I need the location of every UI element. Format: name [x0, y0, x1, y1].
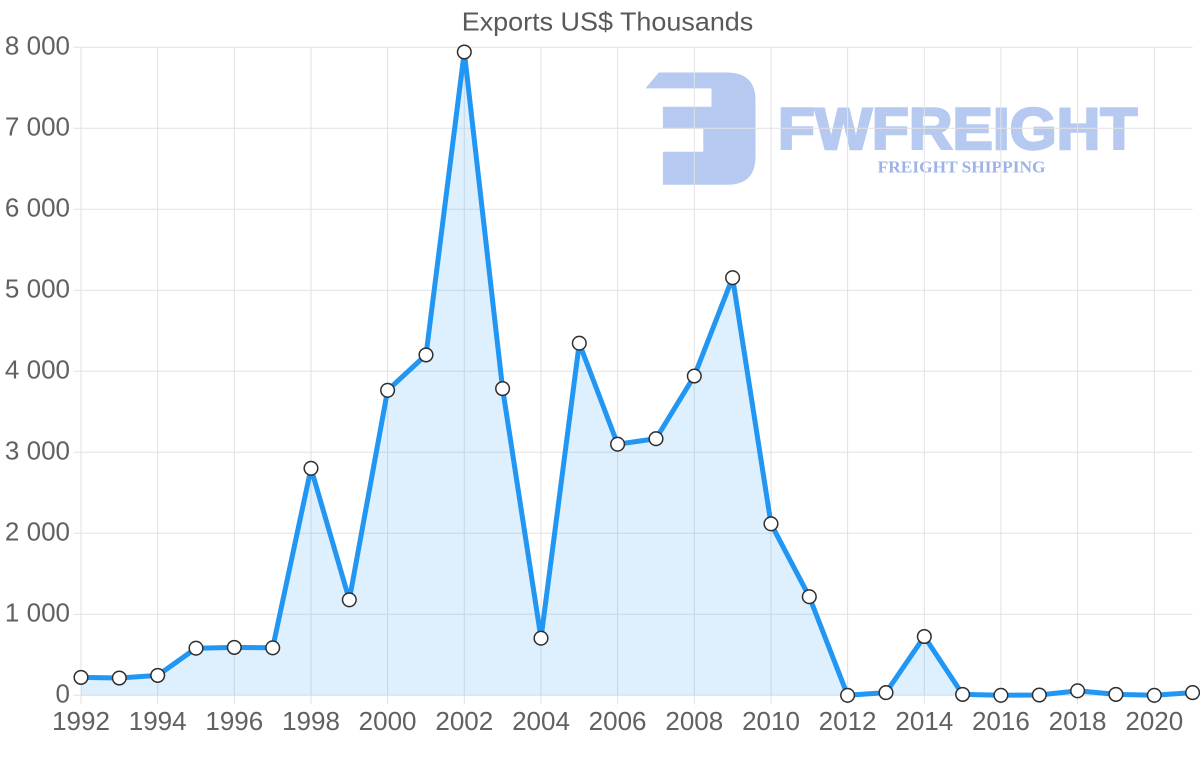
svg-text:Exports US$ Thousands: Exports US$ Thousands: [462, 7, 754, 37]
svg-text:2016: 2016: [972, 706, 1030, 736]
svg-text:0: 0: [56, 678, 70, 708]
svg-text:3 000: 3 000: [5, 435, 70, 465]
svg-text:5 000: 5 000: [5, 273, 70, 303]
svg-text:2010: 2010: [742, 706, 800, 736]
svg-text:2000: 2000: [359, 706, 417, 736]
svg-text:1 000: 1 000: [5, 597, 70, 627]
svg-text:1994: 1994: [129, 706, 187, 736]
svg-text:6 000: 6 000: [5, 192, 70, 222]
svg-text:2014: 2014: [895, 706, 953, 736]
svg-text:2018: 2018: [1049, 706, 1107, 736]
svg-text:7 000: 7 000: [5, 111, 70, 141]
svg-text:8 000: 8 000: [5, 30, 70, 60]
svg-text:2 000: 2 000: [5, 516, 70, 546]
svg-text:4 000: 4 000: [5, 354, 70, 384]
svg-text:2020: 2020: [1125, 706, 1183, 736]
svg-text:1996: 1996: [205, 706, 263, 736]
svg-text:1992: 1992: [52, 706, 110, 736]
svg-text:2012: 2012: [819, 706, 877, 736]
svg-text:2006: 2006: [589, 706, 647, 736]
svg-text:2004: 2004: [512, 706, 570, 736]
svg-text:1998: 1998: [282, 706, 340, 736]
svg-text:FREIGHT SHIPPING: FREIGHT SHIPPING: [878, 158, 1046, 177]
svg-text:FWFREIGHT: FWFREIGHT: [778, 97, 1138, 162]
svg-text:2008: 2008: [665, 706, 723, 736]
svg-text:2002: 2002: [435, 706, 493, 736]
